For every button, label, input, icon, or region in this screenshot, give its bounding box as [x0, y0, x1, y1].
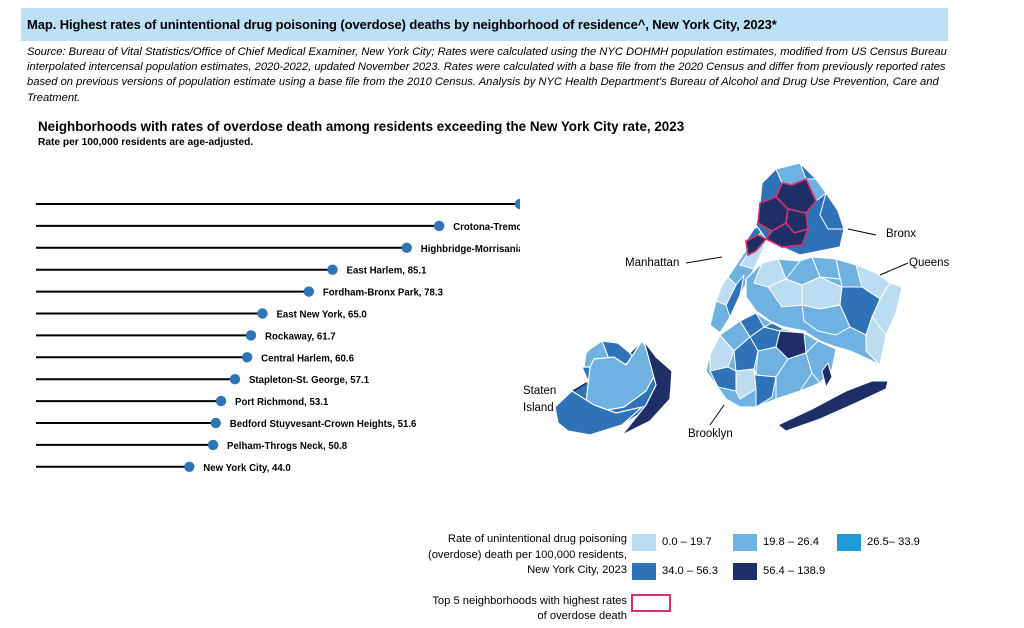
lollipop-dot: [303, 286, 315, 297]
data-label: East Harlem, 85.1: [347, 265, 427, 276]
lollipop-dot: [210, 417, 222, 429]
chart-subtitle: Rate per 100,000 residents are age-adjus…: [38, 137, 254, 148]
bronx-hunts-point-mott-haven: [764, 221, 810, 248]
lollipop-dot: [257, 308, 268, 319]
bronx-shape: [745, 162, 845, 257]
legend-top5-label: Top 5 neighborhoods with highest rates o…: [432, 595, 627, 622]
source-note: Source: Bureau of Vital Statistics/Offic…: [27, 46, 947, 104]
lollipop-dot: [514, 198, 520, 210]
lollipop-dot: [184, 461, 195, 472]
data-label: Highbridge-Morrisania, 106.4: [421, 243, 520, 254]
si-east: [621, 340, 673, 436]
lollipop-chart: Hunts Point-Mott Haven, 138.9Crotona-Tre…: [36, 198, 520, 474]
chart-title: Neighborhoods with rates of overdose dea…: [38, 119, 685, 134]
rockaway-shape: [777, 380, 889, 432]
data-label: Stapleton-St. George, 57.1: [249, 375, 369, 386]
data-label: Pelham-Throgs Neck, 50.8: [227, 441, 348, 452]
brooklyn-leader: [709, 404, 725, 426]
queens-leader: [879, 262, 909, 276]
bronx-leader: [847, 228, 877, 236]
legend-swatch-2: [733, 534, 757, 551]
manhattan-leader: [685, 256, 723, 264]
lollipop-dot: [207, 439, 219, 451]
nyc-neighborhood-map: [554, 162, 909, 436]
queens-shape: [745, 256, 903, 367]
si-south-shore: [554, 390, 645, 436]
data-label: Port Richmond, 53.1: [235, 397, 329, 408]
legend-swatch-1: [632, 534, 656, 551]
lollipop-dot: [241, 352, 253, 363]
legend-label-4: 34.0 – 56.3: [662, 565, 718, 577]
label-manhattan: Manhattan: [625, 257, 680, 269]
legend-title: Rate of unintentional drug poisoning (ov…: [427, 533, 627, 576]
data-label: Crotona-Tremont, 115.7: [453, 222, 520, 233]
legend-swatch-5: [733, 563, 757, 580]
label-queens: Queens: [909, 257, 950, 269]
lollipop-dot: [433, 220, 445, 232]
lollipop-dot: [245, 330, 257, 341]
legend-swatch-3: [837, 534, 861, 551]
data-label: New York City, 44.0: [203, 462, 291, 473]
legend-top5-swatch: [631, 594, 671, 612]
map-title: Map. Highest rates of unintentional drug…: [21, 8, 948, 41]
data-label: Rockaway, 61.7: [265, 331, 336, 342]
label-bronx: Bronx: [886, 228, 917, 240]
data-label: East New York, 65.0: [276, 309, 367, 320]
label-staten-1: Staten: [523, 385, 557, 397]
lollipop-dot: [401, 242, 412, 253]
data-label: Central Harlem, 60.6: [261, 353, 354, 364]
lollipop-dot: [229, 374, 241, 385]
label-brooklyn: Brooklyn: [688, 428, 733, 440]
staten-leader: [573, 382, 587, 392]
brooklyn-shape: [705, 312, 837, 408]
legend-label-3: 26.5– 33.9: [867, 536, 920, 548]
broad-channel-shape: [821, 361, 833, 389]
manhattan-east-harlem: [745, 234, 768, 257]
legend-label-1: 0.0 – 19.7: [662, 536, 712, 548]
data-label: Fordham-Bronx Park, 78.3: [323, 287, 444, 298]
lollipop-dot: [327, 264, 338, 275]
legend-label-2: 19.8 – 26.4: [763, 536, 819, 548]
staten-island-shape: [554, 339, 673, 436]
legend-swatch-4: [632, 563, 656, 580]
data-label: Bedford Stuyvesant-Crown Heights, 51.6: [230, 419, 417, 430]
legend-label-5: 56.4 – 138.9: [763, 565, 826, 577]
lollipop-dot: [215, 395, 227, 407]
label-staten-2: Island: [523, 402, 554, 414]
